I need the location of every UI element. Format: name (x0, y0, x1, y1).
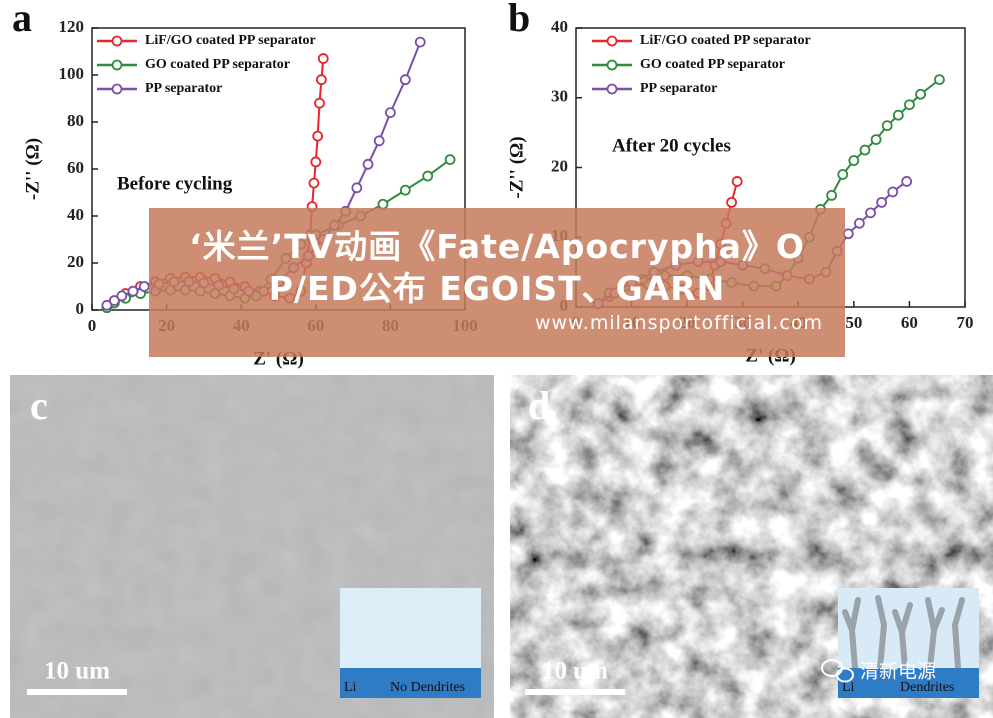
data-point (901, 176, 913, 187)
data-point (317, 53, 329, 64)
data-point (101, 299, 113, 311)
legend-marker (111, 35, 123, 47)
panel-label: d (528, 383, 550, 428)
data-point (848, 155, 860, 166)
data-point (399, 74, 411, 86)
inset-label: No Dendrites (390, 680, 465, 695)
y-axis-label: -Z'' (Ω) (22, 138, 43, 200)
panel-label: a (12, 0, 32, 40)
data-point (842, 228, 854, 240)
data-point (314, 97, 325, 109)
data-point (138, 281, 150, 292)
inset-label: Li (842, 680, 855, 695)
legend-label: LiF/GO coated PP separator (640, 33, 811, 48)
legend-marker (606, 59, 618, 71)
data-point (870, 134, 882, 146)
y-tick-label: 20 (67, 252, 84, 271)
data-point (887, 186, 899, 198)
data-point (312, 130, 324, 142)
data-point (399, 184, 411, 196)
data-point (865, 207, 876, 219)
data-point (414, 36, 426, 48)
y-tick-label: 60 (67, 158, 84, 177)
legend-marker (111, 59, 123, 71)
y-tick-label: 20 (551, 156, 568, 175)
y-tick-label: 0 (76, 299, 85, 318)
data-point (904, 99, 915, 111)
data-point (362, 158, 374, 170)
data-point (826, 189, 838, 201)
wechat-icon (821, 659, 854, 683)
data-point (422, 170, 434, 182)
legend-label: GO coated PP separator (640, 57, 785, 72)
x-tick-label: 60 (901, 313, 918, 332)
dendrites (842, 595, 965, 671)
legend-marker (111, 83, 123, 95)
data-point (315, 74, 327, 86)
y-axis-label: -Z'' (Ω) (506, 136, 527, 198)
data-point (127, 285, 139, 297)
data-point (915, 88, 926, 100)
legend-label: PP separator (145, 81, 222, 96)
y-tick-label: 80 (67, 111, 84, 130)
data-point (108, 295, 120, 307)
data-point (444, 154, 456, 166)
banner-url: www.milansportofficial.com (534, 312, 823, 334)
data-point (373, 135, 385, 147)
data-point (876, 196, 888, 208)
banner: ‘米兰’TV动画《Fate/Apocrypha》OP/ED公布 EGOIST、G… (149, 208, 845, 357)
inset (340, 588, 481, 668)
x-tick-label: 0 (88, 316, 97, 335)
data-point (116, 290, 128, 302)
panel-label: c (30, 383, 48, 428)
data-point (726, 196, 737, 208)
data-point (934, 74, 945, 86)
data-point (854, 217, 865, 229)
data-point (892, 109, 904, 121)
scale-bar-label: 10 um (44, 658, 110, 685)
data-point (881, 120, 893, 132)
banner-title: ‘米兰’TV动画《Fate/Apocrypha》OP/ED公布 EGOIST、G… (189, 227, 805, 308)
y-tick-label: 100 (59, 64, 85, 83)
scale-bar-label: 10 um (542, 658, 608, 685)
annotation: Before cycling (117, 173, 233, 194)
y-tick-label: 40 (67, 205, 84, 224)
inset-label: Dendrites (900, 680, 954, 695)
inset-li (340, 668, 481, 698)
annotation: After 20 cycles (612, 135, 731, 156)
y-tick-label: 30 (551, 87, 568, 106)
data-point (859, 144, 871, 156)
data-point (310, 156, 322, 168)
y-tick-label: 40 (551, 17, 568, 36)
watermark: 清新电源 (860, 661, 936, 683)
inset-li (838, 668, 979, 698)
x-tick-label: 70 (957, 313, 974, 332)
legend-marker (606, 83, 618, 95)
data-point (837, 169, 849, 180)
panel-label: b (508, 0, 530, 40)
legend-label: GO coated PP separator (145, 57, 290, 72)
data-point (384, 107, 396, 118)
inset-label: Li (344, 680, 357, 695)
data-point (308, 177, 320, 189)
data-point (351, 182, 363, 194)
legend-marker (606, 35, 618, 47)
y-tick-label: 120 (59, 17, 85, 36)
data-point (731, 176, 743, 187)
x-tick-label: 50 (845, 313, 862, 332)
legend-label: PP separator (640, 81, 717, 96)
legend-label: LiF/GO coated PP separator (145, 33, 316, 48)
